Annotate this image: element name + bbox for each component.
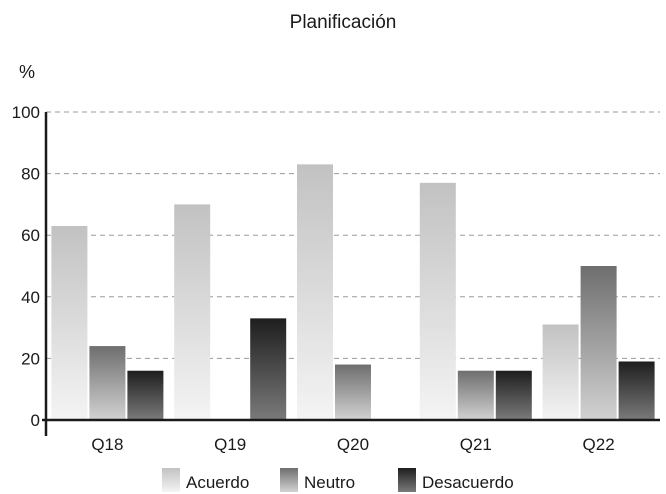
legend-swatch-neutro	[280, 468, 298, 492]
legend-label-desacuerdo: Desacuerdo	[422, 473, 514, 492]
y-tick-labels: 0 20 40 60 80 100	[12, 103, 40, 430]
bar-acuerdo-q22	[542, 324, 579, 420]
x-tick-label: Q21	[460, 435, 492, 454]
bar-neutro-q21	[457, 370, 494, 420]
y-tick-label: 0	[31, 411, 40, 430]
y-tick-label: 60	[21, 226, 40, 245]
bar-neutro-q22	[580, 266, 617, 420]
bar-acuerdo-q20	[297, 164, 333, 420]
y-tick-label: 40	[21, 288, 40, 307]
gridlines	[46, 111, 660, 359]
bar-neutro-q20	[335, 364, 371, 420]
x-tick-label: Q20	[337, 435, 369, 454]
y-tick-label: 80	[21, 165, 40, 184]
x-tick-label: Q19	[214, 435, 246, 454]
axes	[42, 112, 660, 436]
x-tick-label: Q22	[583, 435, 615, 454]
legend-label-neutro: Neutro	[304, 473, 355, 492]
bar-neutro-q18	[89, 346, 126, 420]
x-tick-label: Q18	[91, 435, 123, 454]
legend-swatch-acuerdo	[162, 468, 180, 492]
y-axis-label: %	[19, 62, 35, 82]
legend-swatch-desacuerdo	[398, 468, 416, 492]
chart-title: Planificación	[290, 12, 397, 33]
bars	[51, 164, 655, 420]
legend-label-acuerdo: Acuerdo	[186, 473, 249, 492]
y-tick-label: 100	[12, 103, 40, 122]
x-tick-labels: Q18 Q19 Q20 Q21 Q22	[91, 435, 614, 454]
y-tick-label: 20	[21, 349, 40, 368]
bar-acuerdo-q19	[174, 204, 211, 420]
bar-desacuerdo-q19	[250, 318, 287, 420]
bar-acuerdo-q21	[419, 182, 456, 420]
bar-desacuerdo-q22	[618, 361, 655, 420]
bar-acuerdo-q18	[51, 225, 88, 420]
bar-desacuerdo-q21	[495, 370, 532, 420]
legend: Acuerdo Neutro Desacuerdo	[162, 468, 514, 492]
bar-desacuerdo-q18	[127, 370, 164, 420]
